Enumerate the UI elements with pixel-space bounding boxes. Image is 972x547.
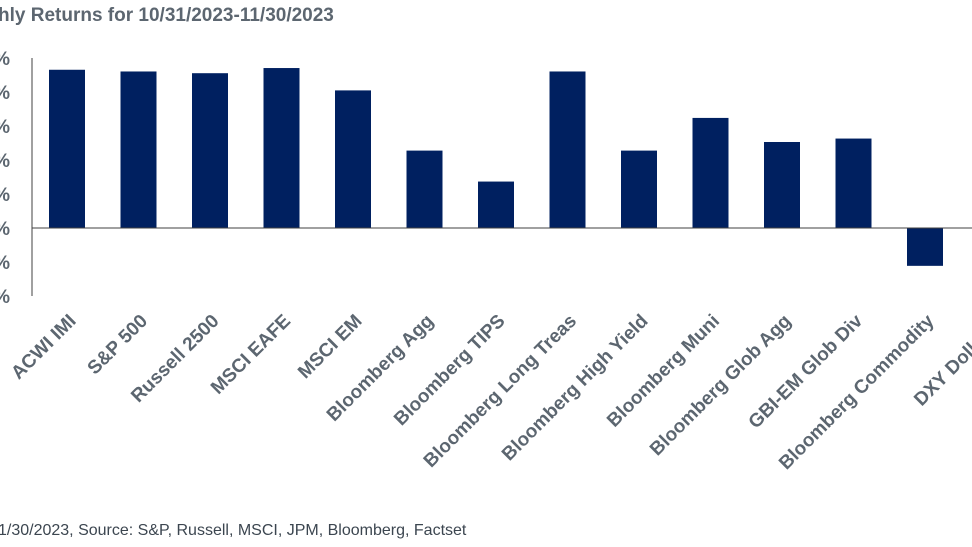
- bars: [49, 68, 943, 266]
- bar-s-p-500: [120, 71, 157, 228]
- bar-russell-2500: [192, 73, 228, 228]
- bar-bloomberg-high-yield: [621, 150, 657, 228]
- y-tick-label: %: [0, 49, 10, 70]
- bar-bloomberg-commodity: [907, 228, 943, 266]
- chart-title: hly Returns for 10/31/2023-11/30/2023: [0, 5, 334, 26]
- x-category-label: Bloomberg High Yield: [498, 311, 652, 465]
- y-tick-label: %: [0, 151, 10, 172]
- bar-acwi-imi: [49, 69, 85, 228]
- bar-bloomberg-muni: [692, 117, 729, 228]
- y-tick-label: %: [0, 219, 10, 240]
- bar-bloomberg-tips: [478, 181, 514, 228]
- bar-msci-em: [335, 90, 371, 229]
- x-category-label: ACWI IMI: [7, 311, 80, 384]
- y-tick-label: %: [0, 117, 10, 138]
- bar-bloomberg-glob-agg: [764, 142, 800, 228]
- y-tick-label: %: [0, 287, 10, 308]
- x-category-label: Bloomberg Glob Agg: [646, 311, 795, 460]
- y-tick-label: %: [0, 83, 10, 104]
- axes: [31, 58, 972, 296]
- y-axis-tick-labels: %%%%%%%%: [0, 49, 10, 308]
- bar-gbi-em-glob-div: [835, 138, 872, 228]
- x-category-label: S&P 500: [84, 311, 152, 379]
- y-tick-label: %: [0, 185, 10, 206]
- bar-bloomberg-agg: [406, 150, 443, 228]
- y-tick-label: %: [0, 253, 10, 274]
- bar-msci-eafe: [263, 68, 300, 228]
- source-footnote: 1/30/2023, Source: S&P, Russell, MSCI, J…: [0, 522, 467, 539]
- x-category-label: MSCI EM: [294, 311, 366, 383]
- bar-bloomberg-long-treas: [549, 71, 586, 228]
